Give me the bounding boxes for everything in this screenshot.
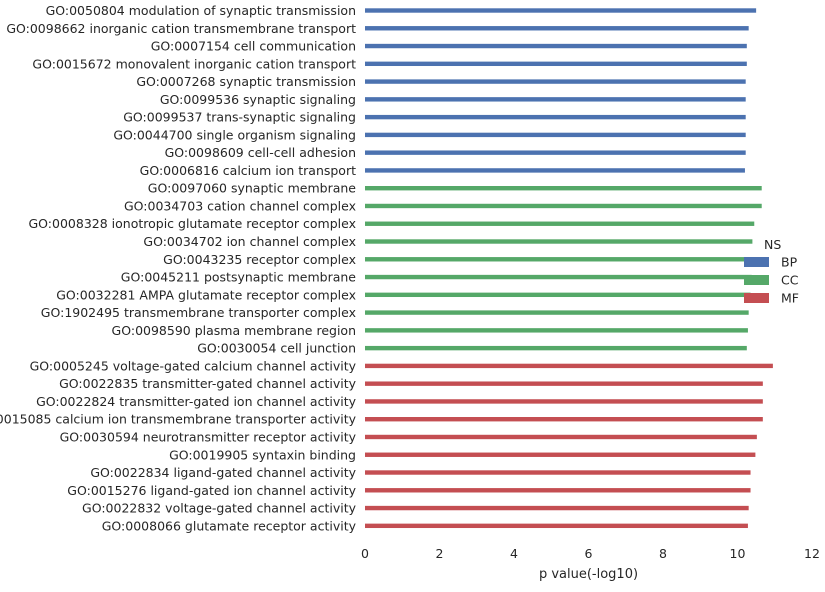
- category-label: GO:0007268 synaptic transmission: [136, 74, 356, 89]
- legend-title: NS: [764, 237, 781, 252]
- x-tick-label: 2: [436, 546, 444, 561]
- category-labels-layer: GO:0050804 modulation of synaptic transm…: [0, 3, 357, 533]
- category-label: GO:0034702 ion channel complex: [143, 234, 356, 249]
- category-label: GO:0022832 voltage-gated channel activit…: [82, 501, 357, 516]
- bar-mf-3: [365, 417, 763, 422]
- x-tick-label: 12: [804, 546, 820, 561]
- x-tick-label: 6: [585, 546, 593, 561]
- bar-bp-9: [365, 168, 745, 173]
- x-tick-label: 8: [659, 546, 667, 561]
- category-label: GO:0030594 neurotransmitter receptor act…: [60, 429, 357, 444]
- category-label: GO:0098590 plasma membrane region: [112, 323, 356, 338]
- category-label: GO:0008328 ionotropic glutamate receptor…: [29, 216, 357, 231]
- category-label: GO:0015276 ligand-gated ion channel acti…: [67, 483, 356, 498]
- bar-bp-6: [365, 114, 746, 120]
- category-label: GO:0098662 inorganic cation transmembran…: [6, 21, 356, 36]
- x-axis-ticks-layer: 0 2 4 6 8 10 12: [361, 546, 820, 561]
- category-label: GO:0019905 syntaxin binding: [169, 447, 356, 462]
- legend-label-cc: CC: [781, 273, 799, 288]
- bar-bp-8: [365, 150, 746, 155]
- bars-layer: [365, 8, 773, 529]
- legend: NS BP CC MF: [744, 237, 799, 306]
- bar-mf-9: [365, 523, 748, 529]
- bar-bp-0: [365, 8, 757, 13]
- category-label: GO:0007154 cell communication: [151, 39, 356, 54]
- category-label: GO:0099537 trans-synaptic signaling: [123, 110, 356, 125]
- bar-cc-2: [365, 221, 755, 226]
- bar-bp-2: [365, 43, 747, 49]
- category-label: GO:0008066 glutamate receptor activity: [102, 518, 357, 533]
- bar-bp-1: [365, 26, 749, 31]
- category-label: GO:0022824 transmitter-gated ion channel…: [36, 394, 357, 409]
- bar-cc-8: [365, 328, 748, 333]
- category-label: GO:0022834 ligand-gated channel activity: [90, 465, 356, 480]
- category-label: GO:0015085 calcium ion transmembrane tra…: [0, 412, 357, 427]
- legend-swatch-cc: [744, 275, 769, 285]
- category-label: GO:0050804 modulation of synaptic transm…: [46, 3, 356, 18]
- bar-mf-4: [365, 434, 757, 440]
- category-label: GO:0032281 AMPA glutamate receptor compl…: [56, 287, 356, 302]
- category-label: GO:0022835 transmitter-gated channel act…: [59, 376, 356, 391]
- bar-bp-5: [365, 97, 746, 102]
- bar-mf-5: [365, 452, 756, 457]
- category-label: GO:0043235 receptor complex: [163, 252, 356, 267]
- bar-bp-3: [365, 61, 747, 67]
- x-tick-label: 4: [510, 546, 518, 561]
- bar-mf-2: [365, 399, 763, 404]
- x-axis-title: p value(-log10): [539, 567, 638, 582]
- bar-mf-0: [365, 363, 773, 369]
- bar-cc-4: [365, 257, 753, 262]
- legend-swatch-mf: [744, 293, 769, 303]
- legend-swatch-bp: [744, 257, 769, 267]
- category-label: GO:0034703 cation channel complex: [124, 198, 356, 213]
- x-tick-label: 0: [361, 546, 369, 561]
- bar-cc-0: [365, 186, 762, 191]
- bar-cc-9: [365, 345, 747, 351]
- category-label: GO:0097060 synaptic membrane: [148, 181, 357, 196]
- category-label: GO:0099536 synaptic signaling: [160, 92, 356, 107]
- bar-cc-3: [365, 239, 753, 244]
- bar-bp-4: [365, 79, 746, 84]
- bar-mf-1: [365, 381, 763, 386]
- category-label: GO:0005245 voltage-gated calcium channel…: [30, 358, 357, 373]
- category-label: GO:1902495 transmembrane transporter com…: [41, 305, 356, 320]
- legend-label-mf: MF: [781, 291, 799, 306]
- bar-mf-6: [365, 470, 751, 475]
- category-label: GO:0044700 single organism signaling: [113, 127, 356, 142]
- category-label: GO:0015672 monovalent inorganic cation t…: [32, 56, 356, 71]
- bar-cc-5: [365, 274, 752, 280]
- category-label: GO:0098609 cell-cell adhesion: [165, 145, 356, 160]
- bar-cc-1: [365, 203, 762, 209]
- bar-mf-8: [365, 505, 749, 511]
- bar-mf-7: [365, 488, 751, 493]
- bar-cc-7: [365, 310, 749, 315]
- legend-label-bp: BP: [781, 255, 798, 270]
- category-label: GO:0006816 calcium ion transport: [140, 163, 356, 178]
- bar-cc-6: [365, 292, 751, 298]
- category-label: GO:0045211 postsynaptic membrane: [121, 270, 357, 285]
- x-tick-label: 10: [730, 546, 746, 561]
- category-label: GO:0030054 cell junction: [197, 341, 356, 356]
- bar-bp-7: [365, 132, 746, 138]
